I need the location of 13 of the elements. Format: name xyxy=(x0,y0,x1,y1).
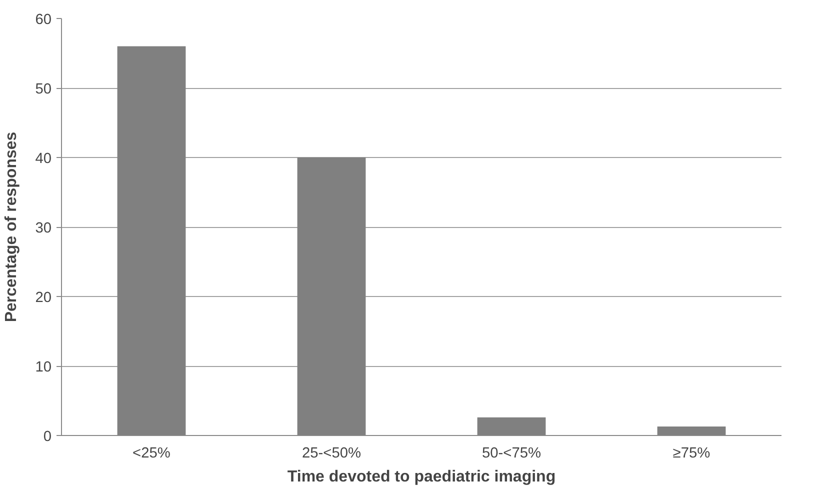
x-tick-label: 50-<75% xyxy=(482,446,542,462)
x-tick-label: 25-<50% xyxy=(302,446,362,462)
y-tick-label: 60 xyxy=(35,12,52,28)
x-tick-label: ≥75% xyxy=(672,446,710,462)
x-tick-label: <25% xyxy=(132,446,170,462)
x-axis-title: Time devoted to paediatric imaging xyxy=(287,468,556,486)
y-axis-title: Percentage of responses xyxy=(3,132,20,322)
y-tick-label: 20 xyxy=(35,290,52,306)
y-tick-label: 40 xyxy=(35,151,52,167)
y-tick-label: 10 xyxy=(35,360,52,376)
y-tick-label: 0 xyxy=(43,429,52,445)
y-tick-label: 50 xyxy=(35,82,52,98)
y-tick-label: 30 xyxy=(35,220,52,236)
